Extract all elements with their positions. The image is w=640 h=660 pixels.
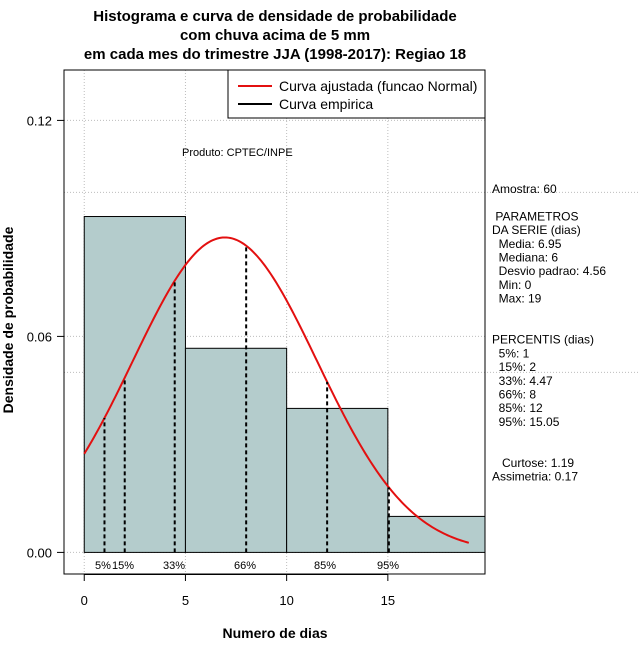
histogram-bar [83,216,186,553]
y-tick-label: 0.06 [27,329,52,344]
percentile-label: 15% [112,560,134,572]
producer-note: Produto: CPTEC/INPE [182,147,293,159]
stats-line: 66%: 8 [492,388,536,402]
title-line: em cada mes do trimestre JJA (1998-2017)… [84,46,466,63]
stats-line: Assimetria: 0.17 [492,470,578,484]
title-line: com chuva acima de 5 mm [180,27,370,44]
y-axis-label: Densidade de probabilidade [0,226,16,413]
y-tick-label: 0.00 [27,545,52,560]
stats-line: PERCENTIS (dias) [492,333,594,347]
axes: 0 5 10 15 0.00 0.06 0.12 [27,113,395,608]
legend-label: Curva empirica [279,96,373,112]
legend-label: Curva ajustada (funcao Normal) [279,78,477,94]
histogram-bars [83,216,486,553]
percentile-label: 33% [163,560,185,572]
x-tick-label: 0 [81,593,88,608]
title-line: Histograma e curva de densidade de proba… [93,8,456,25]
histogram-bar [387,515,486,553]
stats-line: Mediana: 6 [492,251,558,265]
stats-line: DA SERIE (dias) [492,223,581,237]
percentile-label: 66% [234,560,256,572]
stats-line: 33%: 4.47 [492,374,553,388]
x-tick-label: 5 [182,593,189,608]
histogram-bar [286,407,389,553]
stats-line: Desvio padrao: 4.56 [492,264,606,278]
stats-line: 85%: 12 [492,401,543,415]
legend-box [227,69,486,119]
x-axis-label: Numero de dias [222,625,327,641]
chart-title: Histograma e curva de densidade de proba… [84,8,466,63]
percentile-label: 95% [377,560,399,572]
percentile-label: 85% [314,560,336,572]
stats-line: 15%: 2 [492,360,536,374]
x-tick-label: 10 [279,593,293,608]
stats-line: PARAMETROS [492,209,578,223]
normal-curve [83,236,470,544]
percentile-label: 5% [95,560,111,572]
normal-fit-curve [83,236,470,544]
stats-line: 5%: 1 [492,346,530,360]
stats-line: Amostra: 60 [492,182,557,196]
stats-line: 95%: 15.05 [492,415,560,429]
stats-line: Curtose: 1.19 [492,456,574,470]
histogram-bar [184,347,288,553]
stats-line: Min: 0 [492,278,532,292]
stats-line: Max: 19 [492,292,542,306]
percentile-lines: 5% 15% 33% 66% 85% 95% [95,245,399,572]
x-tick-label: 15 [381,593,395,608]
stats-line: Media: 6.95 [492,237,562,251]
y-tick-label: 0.12 [27,113,52,128]
legend: Curva ajustada (funcao Normal) Curva empi… [227,69,486,119]
